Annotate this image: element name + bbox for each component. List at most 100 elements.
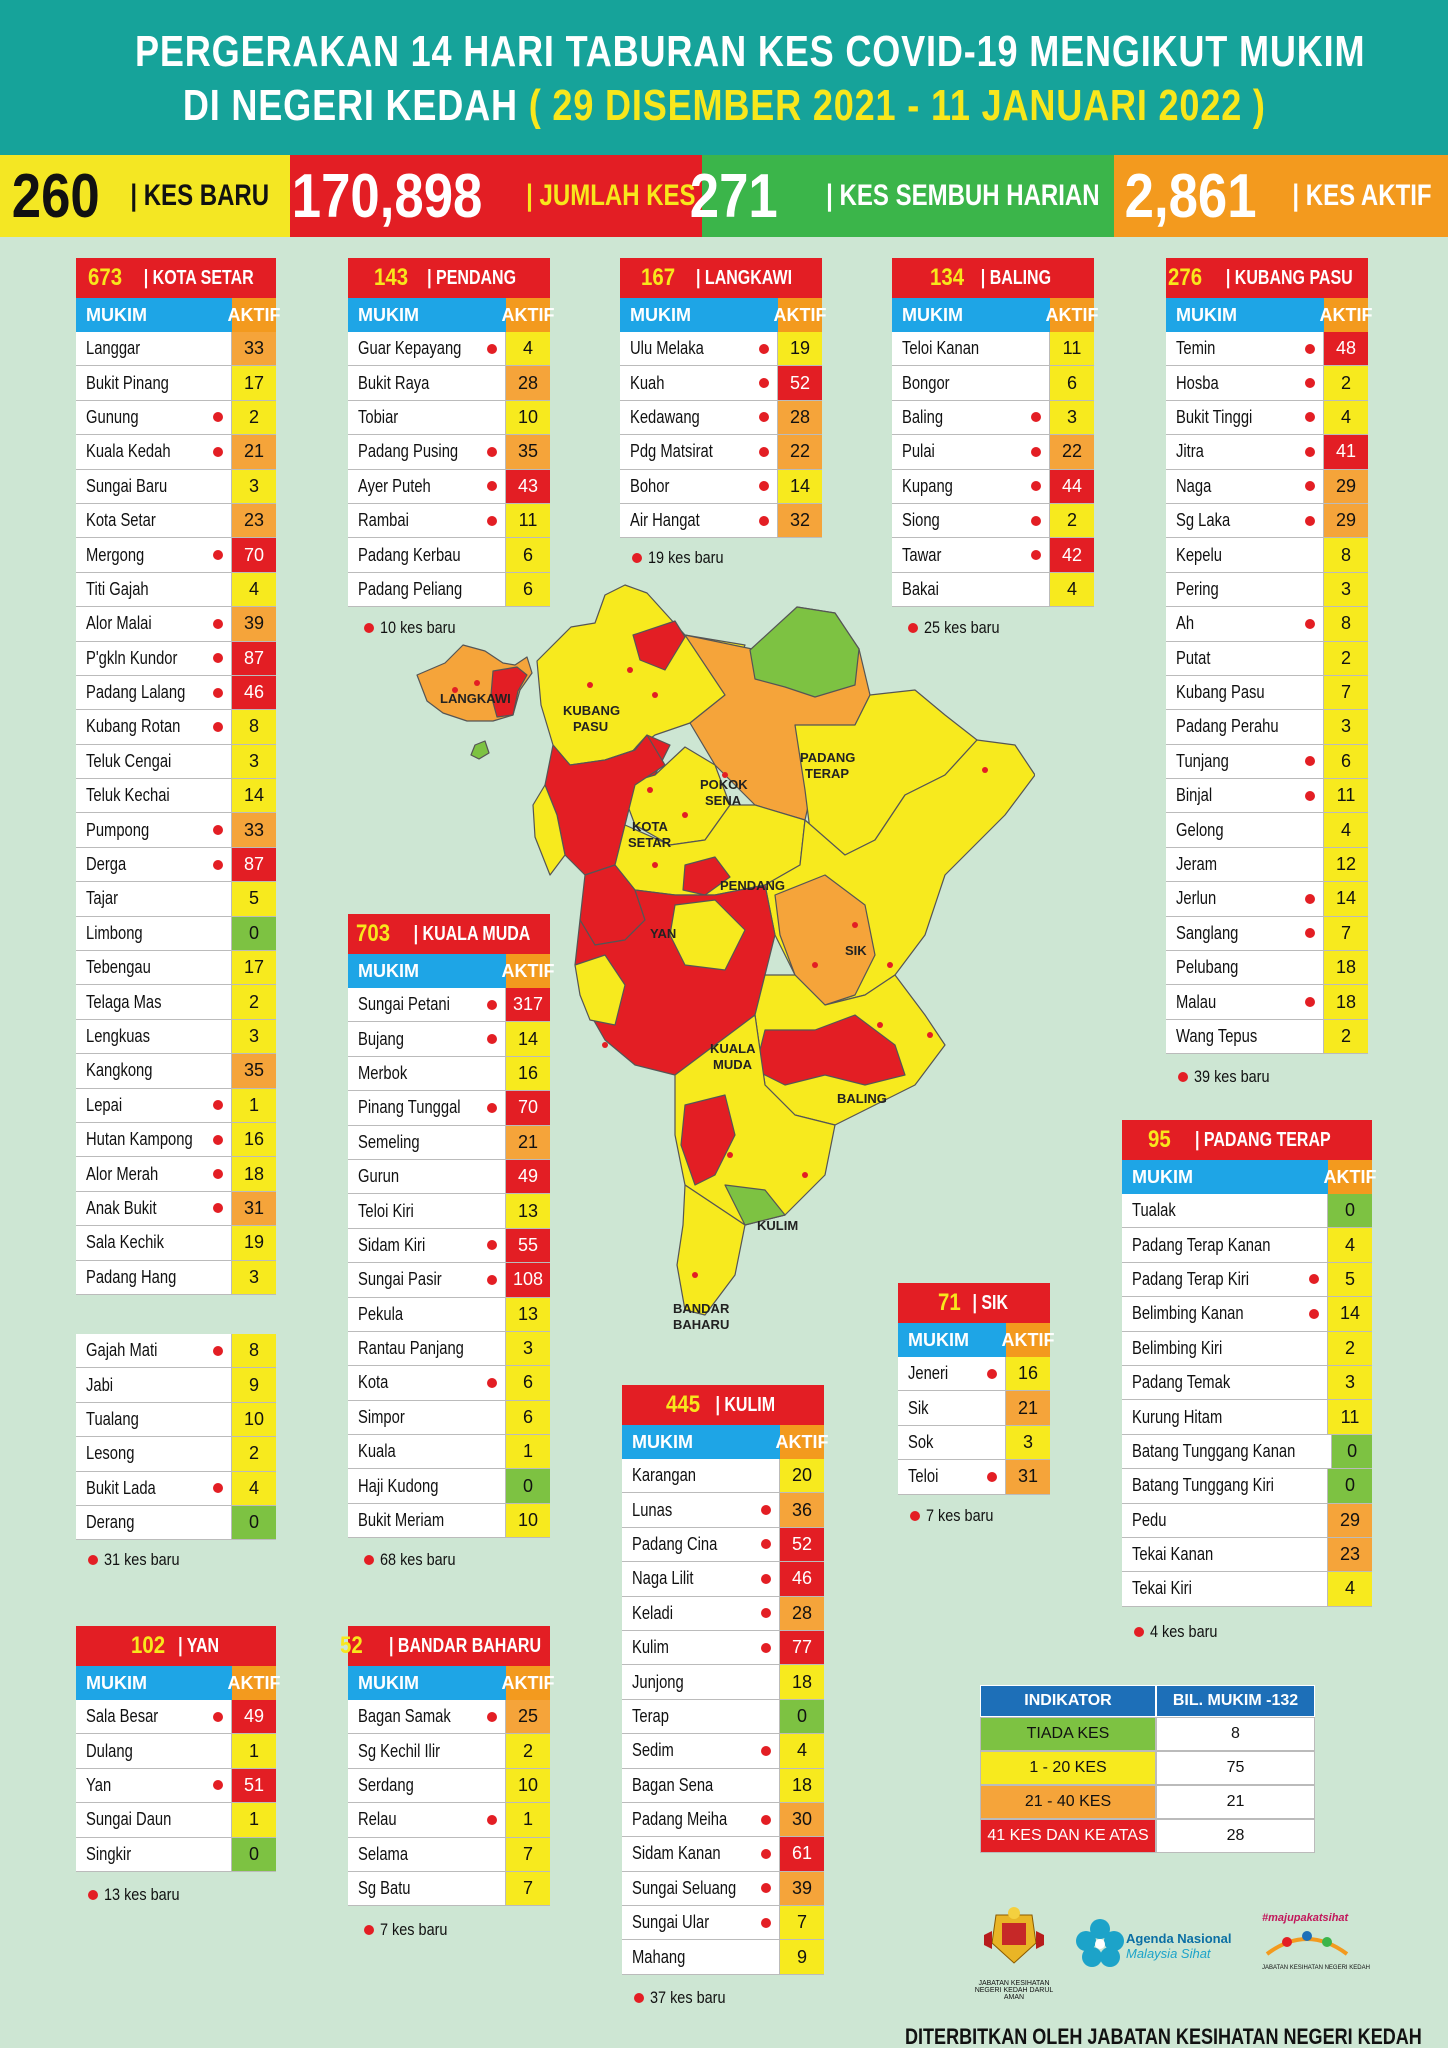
table-row: Sg Laka 29 <box>1166 503 1368 539</box>
map-label-bandar-baharu-2: BAHARU <box>673 1317 729 1332</box>
mukim-name: Teluk Kechai <box>76 779 232 813</box>
mukim-name-text: Guar Kepayang <box>358 338 462 359</box>
mukim-name: Baling <box>892 400 1050 435</box>
mukim-name: Alor Malai <box>76 607 232 641</box>
aktif-value: 55 <box>506 1228 550 1263</box>
aktif-value: 7 <box>506 1837 550 1871</box>
table-row: Teloi Kanan 11 <box>892 332 1094 367</box>
agenda-nasional-logo: Agenda Nasional Malaysia Sihat <box>1072 1915 1231 1976</box>
mukim-name: Kota Setar <box>76 503 232 538</box>
mukim-name: Keladi <box>622 1596 780 1630</box>
table-row: Derga 87 <box>76 847 276 883</box>
new-case-dot-icon <box>761 1917 771 1928</box>
note-dot-icon <box>88 1555 98 1565</box>
map-padang-terap-green <box>749 606 860 698</box>
table-row: Bongor 6 <box>892 366 1094 401</box>
mukim-name-text: Kota <box>358 1372 389 1393</box>
aktif-value: 7 <box>780 1906 824 1940</box>
mukim-name-text: Ulu Melaka <box>630 338 704 359</box>
new-case-dot-icon <box>761 1848 771 1859</box>
mukim-name-text: Kubang Pasu <box>1176 682 1265 703</box>
mukim-name: Lesong <box>76 1437 232 1471</box>
aktif-value: 2 <box>1324 641 1368 675</box>
aktif-value: 4 <box>232 572 276 607</box>
new-case-dot-icon <box>1309 1274 1319 1285</box>
mukim-name-text: Gunung <box>86 406 139 427</box>
mukim-name: Padang Temak <box>1122 1365 1328 1400</box>
mukim-name: Sg Kechil Ilir <box>348 1734 506 1768</box>
table-row: Kepelu 8 <box>1166 538 1368 573</box>
table-row: Serdang 10 <box>348 1768 550 1804</box>
table-row: Alor Merah 18 <box>76 1157 276 1192</box>
new-case-dot-icon <box>213 653 223 664</box>
table-kubang-pasu: 276 | KUBANG PASU MUKIM AKTIF Temin 48 Hosba 2… <box>1166 258 1373 1055</box>
jkn-logo-text: JABATAN KESIHATAN NEGERI KEDAH DARUL AMA… <box>974 1980 1054 2001</box>
mukim-name-text: Rantau Panjang <box>358 1338 464 1359</box>
table-row: Lepai 1 <box>76 1088 276 1123</box>
table-row: Simpor 6 <box>348 1400 550 1436</box>
aktif-value: 4 <box>1324 813 1368 847</box>
mukim-name: Sungai Seluang <box>622 1871 780 1906</box>
table-row: Sungai Ular 7 <box>622 1906 824 1941</box>
aktif-value: 9 <box>232 1368 276 1402</box>
table-yan: 102 | YAN MUKIM AKTIF Sala Besar 49 Dulang 1 Ya… <box>76 1626 281 1872</box>
legend-header: INDIKATOR BIL. MUKIM -132 <box>980 1685 1315 1717</box>
new-case-dot-icon <box>1031 412 1041 423</box>
aktif-value: 5 <box>232 882 276 916</box>
column-header: MUKIM AKTIF <box>76 298 281 332</box>
mukim-name-text: Padang Perahu <box>1176 716 1279 737</box>
aktif-value: 8 <box>1324 538 1368 572</box>
mukim-name-text: Padang Hang <box>86 1266 177 1287</box>
table-row: Tajar 5 <box>76 882 276 917</box>
aktif-value: 43 <box>506 469 550 503</box>
table-row: Padang Cina 52 <box>622 1527 824 1563</box>
table-row: Gelong 4 <box>1166 813 1368 848</box>
table-row: Kedawang 28 <box>620 400 822 436</box>
map-label-pendang: PENDANG <box>720 878 785 893</box>
aktif-value: 29 <box>1328 1503 1372 1537</box>
aktif-value: 7 <box>1324 916 1368 951</box>
mukim-name-text: Bukit Raya <box>358 372 430 393</box>
aktif-value: 51 <box>232 1768 276 1803</box>
mukim-name-text: Tualang <box>86 1408 139 1429</box>
mukim-name-text: Padang Lalang <box>86 682 186 703</box>
mukim-name-text: Bukit Pinang <box>86 372 169 393</box>
map-label-kota-setar-1: KOTA <box>632 819 668 834</box>
mukim-name-text: Batang Tunggang Kiri <box>1132 1475 1274 1496</box>
new-case-dot-icon <box>213 859 223 870</box>
map-langkawi-east <box>490 666 528 718</box>
mukim-name-text: Pering <box>1176 578 1219 599</box>
map-label-pokok-sena-1: POKOK <box>700 777 748 792</box>
map-label-kubang-pasu-2: PASU <box>573 719 608 734</box>
table-langkawi: 167 | LANGKAWI MUKIM AKTIF Ulu Melaka 19 Kuah… <box>620 258 827 539</box>
mukim-name: Padang Peliang <box>348 572 506 607</box>
table-title-kuala-muda: 703 | KUALA MUDA <box>348 914 550 954</box>
district-total: 703 <box>356 920 391 947</box>
aktif-value: 4 <box>506 332 550 366</box>
aktif-value: 36 <box>780 1493 824 1527</box>
aktif-value: 49 <box>506 1159 550 1194</box>
note-kulim: 37 kes baru <box>634 1988 739 2008</box>
table-row: Kuah 52 <box>620 366 822 401</box>
aktif-value: 4 <box>780 1734 824 1768</box>
table-kuala-muda: 703 | KUALA MUDA MUKIM AKTIF Sungai Petani 3… <box>348 914 555 1539</box>
mukim-name: Terap <box>622 1699 780 1734</box>
note-dot-icon <box>632 553 642 563</box>
aktif-value: 39 <box>780 1871 824 1906</box>
new-case-dot-icon <box>213 1780 223 1791</box>
table-row: Naga 29 <box>1166 469 1368 504</box>
aktif-value: 16 <box>232 1122 276 1157</box>
legend-count: 75 <box>1156 1751 1315 1785</box>
legend-row: 41 KES DAN KE ATAS 28 <box>980 1819 1315 1853</box>
mukim-name: Bukit Raya <box>348 366 506 400</box>
map-label-bandar-baharu-1: BANDAR <box>673 1301 730 1316</box>
mukim-name-text: Terap <box>632 1705 669 1726</box>
table-row: Relau 1 <box>348 1803 550 1838</box>
mukim-name: Bagan Sena <box>622 1768 780 1802</box>
aktif-value: 11 <box>1050 332 1094 366</box>
mukim-name: Dulang <box>76 1734 232 1768</box>
new-case-dot-icon <box>1305 343 1315 354</box>
table-row: Alor Malai 39 <box>76 607 276 642</box>
mukim-name-text: Sala Besar <box>86 1706 159 1727</box>
table-row: Belimbing Kanan 14 <box>1122 1297 1372 1332</box>
